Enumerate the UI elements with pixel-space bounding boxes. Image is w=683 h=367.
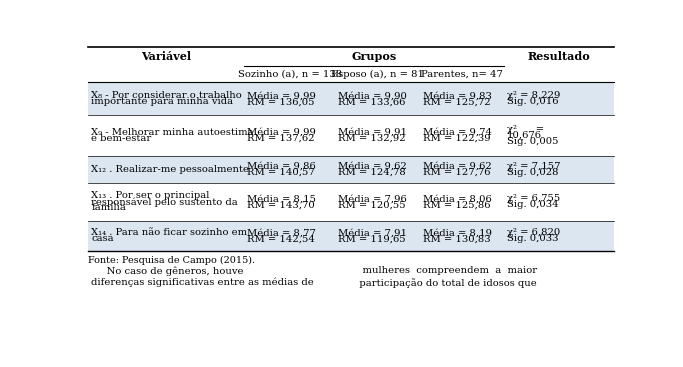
Text: e bem-estar: e bem-estar — [92, 134, 152, 143]
Text: Média = 9,99: Média = 9,99 — [247, 91, 316, 100]
Text: Média = 9,62: Média = 9,62 — [338, 162, 407, 171]
Text: RM = 125,86: RM = 125,86 — [423, 200, 490, 209]
Text: Média = 8,77: Média = 8,77 — [247, 228, 316, 237]
Text: No caso de gêneros, houve: No caso de gêneros, houve — [91, 266, 243, 276]
Text: Sig. 0,033: Sig. 0,033 — [507, 234, 558, 243]
Text: família: família — [92, 203, 126, 212]
Text: χ² = 7,157: χ² = 7,157 — [507, 162, 560, 171]
Text: Fonte: Pesquisa de Campo (2015).: Fonte: Pesquisa de Campo (2015). — [88, 256, 255, 265]
Text: casa: casa — [92, 234, 114, 243]
Text: 10,676: 10,676 — [507, 131, 542, 140]
Text: Média = 9,74: Média = 9,74 — [423, 128, 492, 137]
Text: RM = 133,66: RM = 133,66 — [338, 97, 406, 106]
Text: Sig. 0,028: Sig. 0,028 — [507, 168, 558, 177]
Text: Média = 8,15: Média = 8,15 — [247, 195, 316, 203]
Text: RM = 130,83: RM = 130,83 — [423, 234, 490, 243]
Text: RM = 136,05: RM = 136,05 — [247, 97, 315, 106]
Text: Média = 7,91: Média = 7,91 — [338, 228, 407, 237]
Text: χ² = 6,820: χ² = 6,820 — [507, 228, 560, 237]
Text: Sig. 0,034: Sig. 0,034 — [507, 200, 558, 209]
Text: X₁₂ . Realizar-me pessoalmente: X₁₂ . Realizar-me pessoalmente — [92, 165, 249, 174]
Bar — [88, 156, 613, 183]
Text: X₁₃ . Por ser o principal: X₁₃ . Por ser o principal — [92, 192, 210, 200]
Text: Parentes, n= 47: Parentes, n= 47 — [421, 70, 503, 79]
Text: X₈ - Por considerar o trabalho: X₈ - Por considerar o trabalho — [92, 91, 242, 100]
Text: Média = 9,99: Média = 9,99 — [247, 128, 316, 137]
Text: Média = 9,90: Média = 9,90 — [338, 91, 407, 100]
Text: X₉ - Melhorar minha autoestima: X₉ - Melhorar minha autoestima — [92, 128, 254, 137]
Text: mulheres  compreendem  a  maior: mulheres compreendem a maior — [350, 266, 537, 276]
Text: Média = 7,96: Média = 7,96 — [338, 195, 407, 203]
Text: RM = 119,65: RM = 119,65 — [338, 234, 406, 243]
Text: Média = 8,06: Média = 8,06 — [423, 195, 492, 203]
Text: RM = 125,72: RM = 125,72 — [423, 97, 490, 106]
Text: RM = 140,57: RM = 140,57 — [247, 168, 315, 177]
Text: participação do total de idosos que: participação do total de idosos que — [350, 278, 537, 287]
Text: Sozinho (a), n = 138: Sozinho (a), n = 138 — [238, 70, 342, 79]
Text: Esposo (a), n = 81: Esposo (a), n = 81 — [331, 70, 424, 79]
Text: RM = 122,39: RM = 122,39 — [423, 134, 490, 143]
Text: RM = 143,70: RM = 143,70 — [247, 200, 315, 209]
Text: χ²      =: χ² = — [507, 125, 544, 134]
Text: Média = 9,91: Média = 9,91 — [338, 128, 407, 137]
Text: importante para minha vida: importante para minha vida — [92, 97, 234, 106]
Text: Média = 9,62: Média = 9,62 — [423, 162, 492, 171]
Text: RM = 137,62: RM = 137,62 — [247, 134, 315, 143]
Text: Média = 9,86: Média = 9,86 — [247, 162, 316, 171]
Text: RM = 127,76: RM = 127,76 — [423, 168, 490, 177]
Text: Média = 8,19: Média = 8,19 — [423, 228, 492, 237]
Text: RM = 132,92: RM = 132,92 — [338, 134, 406, 143]
Text: χ² = 8,229: χ² = 8,229 — [507, 91, 560, 100]
Text: Sig. 0,016: Sig. 0,016 — [507, 97, 558, 106]
Text: X₁₄ . Para não ficar sozinho em: X₁₄ . Para não ficar sozinho em — [92, 228, 247, 237]
Text: diferenças significativas entre as médias de: diferenças significativas entre as média… — [91, 278, 313, 287]
Text: responsável pelo sustento da: responsável pelo sustento da — [92, 197, 238, 207]
Text: RM = 142,54: RM = 142,54 — [247, 234, 316, 243]
Text: χ² = 6,755: χ² = 6,755 — [507, 195, 560, 203]
Text: RM = 120,55: RM = 120,55 — [338, 200, 406, 209]
Bar — [88, 83, 613, 115]
Bar — [88, 221, 613, 251]
Text: RM = 124,78: RM = 124,78 — [338, 168, 406, 177]
Text: Grupos: Grupos — [351, 51, 397, 62]
Text: Média = 9,83: Média = 9,83 — [423, 91, 492, 100]
Text: Sig. 0,005: Sig. 0,005 — [507, 137, 558, 146]
Text: Variável: Variável — [141, 51, 191, 62]
Text: Resultado: Resultado — [527, 51, 590, 62]
